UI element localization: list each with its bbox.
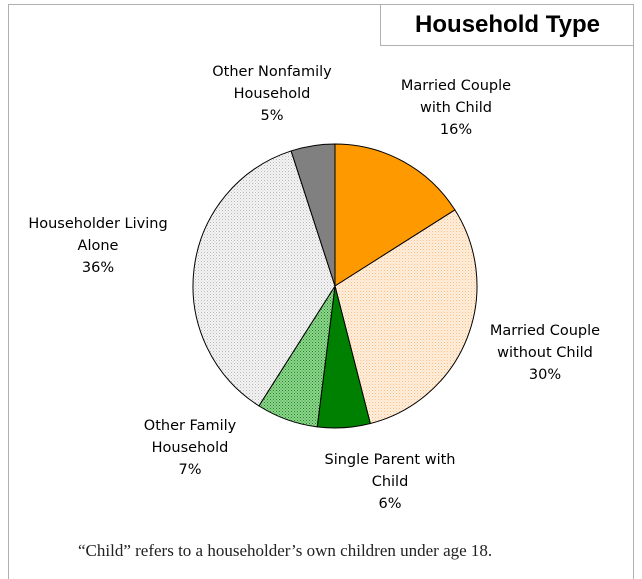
slice-label: Single Parent with Child 6%	[325, 452, 456, 512]
slice-label: Householder Living Alone 36%	[28, 216, 167, 276]
slice-label: Other Family Household 7%	[144, 418, 237, 478]
pie-slice	[334, 143, 456, 287]
pie-chart: Married Couple with Child 16% Married Coupl…	[28, 64, 600, 512]
pie-slice	[192, 150, 336, 407]
chart-frame	[8, 4, 634, 579]
slice-label: Other Nonfamily Household 5%	[212, 64, 332, 124]
chart-title: Household Type	[380, 4, 634, 46]
slice-label: Married Couple without Child 30%	[490, 323, 600, 383]
pie-slice	[290, 143, 336, 287]
footnote: “Child” refers to a householder’s own ch…	[78, 541, 493, 560]
slice-label: Married Couple with Child 16%	[401, 78, 511, 138]
pie-slice	[334, 209, 478, 425]
